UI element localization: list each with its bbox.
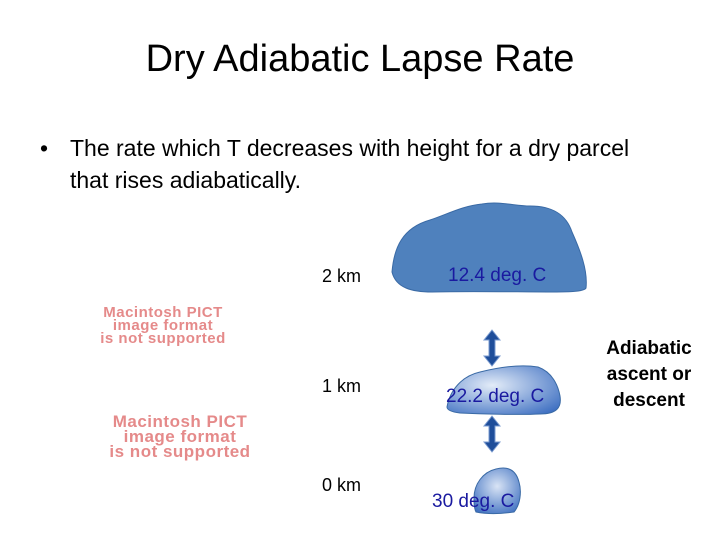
parcel-small xyxy=(473,467,521,514)
temperature-label-2km: 12.4 deg. C xyxy=(448,265,547,286)
pict-line: is not supported xyxy=(100,330,226,347)
adiabatic-line: descent xyxy=(613,390,685,411)
adiabatic-label: Adiabatic ascent or descent xyxy=(590,336,708,414)
temperature-label-0km: 30 deg. C xyxy=(432,491,515,512)
bullet-dot: • xyxy=(40,135,49,161)
double-arrow-icon xyxy=(482,415,502,453)
height-label-0km: 0 km xyxy=(322,475,362,495)
pict-line: Macintosh PICT xyxy=(112,412,248,431)
adiabatic-line: Adiabatic xyxy=(606,338,692,359)
temperature-label-1km: 22.2 deg. C xyxy=(446,386,545,407)
pict-placeholder-2: Macintosh PICT image format is not suppo… xyxy=(70,412,290,461)
double-arrow-icon xyxy=(482,329,502,367)
height-label-1km: 1 km xyxy=(322,376,362,396)
parcel-large xyxy=(391,202,587,293)
adiabatic-line: ascent or xyxy=(606,364,692,385)
pict-line: is not supported xyxy=(109,442,251,461)
pict-line: image format xyxy=(112,317,214,334)
pict-line: Macintosh PICT xyxy=(103,304,223,321)
parcel-medium xyxy=(446,365,561,415)
height-label-2km: 2 km xyxy=(322,266,362,286)
slide-title: Dry Adiabatic Lapse Rate xyxy=(145,38,575,80)
pict-placeholder-1: Macintosh PICT image format is not suppo… xyxy=(68,304,258,352)
bullet-text: The rate which T decreases with height f… xyxy=(70,135,630,193)
pict-line: image format xyxy=(123,427,237,446)
